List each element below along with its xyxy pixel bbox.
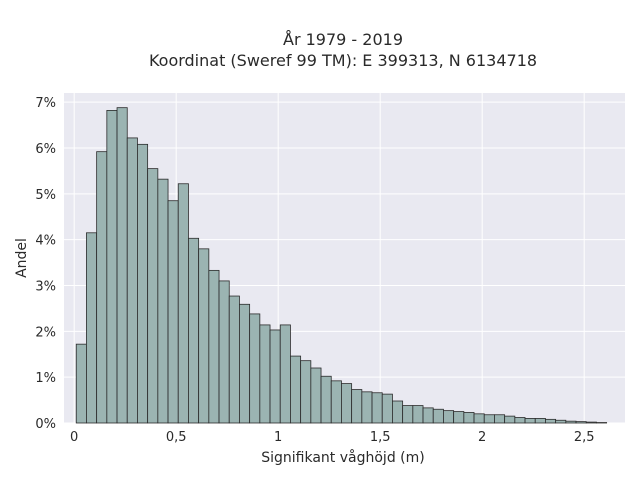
- x-tick-label: 1,5: [370, 430, 391, 445]
- histogram-bar: [259, 324, 271, 424]
- histogram-bar: [575, 421, 587, 424]
- chart-title: År 1979 - 2019: [283, 30, 403, 49]
- y-tick-label: 3%: [35, 280, 56, 295]
- histogram-bar: [361, 391, 373, 424]
- bars: [75, 107, 608, 424]
- histogram-bar: [106, 110, 118, 424]
- histogram-bar: [218, 280, 230, 424]
- histogram-bar: [463, 412, 475, 424]
- histogram-bar: [290, 355, 302, 424]
- histogram-bar: [239, 303, 251, 424]
- histogram-bar: [198, 248, 210, 424]
- histogram-bar: [565, 420, 577, 424]
- x-tick-label: 2: [478, 430, 486, 445]
- histogram-bar: [249, 313, 261, 424]
- histogram-bar: [86, 232, 98, 424]
- histogram-bar: [96, 151, 108, 424]
- chart-subtitle: Koordinat (Sweref 99 TM): E 399313, N 61…: [149, 51, 537, 70]
- histogram-bar: [371, 392, 383, 424]
- histogram-bar: [514, 417, 526, 424]
- histogram-bar: [392, 400, 404, 424]
- y-axis-label: Andel: [14, 238, 30, 278]
- histogram-bar: [147, 168, 159, 424]
- histogram-bar: [585, 421, 597, 424]
- y-tick-label: 2%: [35, 325, 56, 340]
- y-tick-label: 5%: [35, 188, 56, 203]
- histogram-bar: [208, 269, 220, 424]
- y-tick-label: 7%: [35, 96, 56, 111]
- x-axis-label: Signifikant våghöjd (m): [261, 449, 424, 466]
- histogram-bar: [534, 418, 546, 424]
- histogram-bar: [432, 408, 444, 424]
- y-tick-label: 4%: [35, 234, 56, 249]
- histogram-bar: [545, 418, 557, 424]
- histogram-bar: [483, 414, 495, 424]
- histogram-bar: [412, 405, 424, 424]
- histogram-bar: [137, 143, 149, 424]
- histogram-bar: [228, 295, 240, 424]
- histogram-bar: [167, 200, 179, 424]
- x-tick-label: 2,5: [574, 430, 595, 445]
- histogram-bar: [402, 405, 414, 424]
- y-tick-label: 6%: [35, 142, 56, 157]
- histogram-bar: [310, 367, 322, 424]
- histogram-bar: [188, 237, 200, 424]
- x-tick-label: 1: [274, 430, 282, 445]
- histogram-bar: [269, 329, 281, 424]
- y-tick-label: 1%: [35, 371, 56, 386]
- histogram-bar: [555, 419, 567, 424]
- x-tick-labels: 0 0,5 1 1,5 2 2,5: [70, 430, 594, 445]
- y-tick-label: 0%: [35, 417, 56, 432]
- histogram-bar: [75, 343, 87, 424]
- histogram-bar: [330, 380, 342, 424]
- histogram-bar: [443, 410, 455, 424]
- histogram-bar: [279, 324, 291, 424]
- histogram-bar: [341, 383, 353, 424]
- histogram-bar: [504, 415, 516, 424]
- x-tick-label: 0,5: [166, 430, 187, 445]
- histogram-bar: [453, 411, 465, 424]
- histogram-bar: [126, 137, 138, 424]
- x-tick-label: 0: [70, 430, 78, 445]
- histogram-bar: [300, 360, 312, 424]
- histogram-bar: [381, 393, 393, 424]
- histogram-bar: [320, 375, 332, 424]
- histogram-bar: [116, 107, 128, 424]
- histogram-bar: [177, 183, 189, 424]
- histogram-bar: [351, 389, 363, 424]
- histogram-bar: [494, 414, 506, 424]
- histogram-bar: [157, 178, 169, 424]
- histogram-bar: [524, 418, 536, 424]
- histogram-bar: [422, 407, 434, 424]
- y-tick-labels: 0% 1% 2% 3% 4% 5% 6% 7%: [35, 96, 56, 432]
- histogram-bar: [473, 413, 485, 424]
